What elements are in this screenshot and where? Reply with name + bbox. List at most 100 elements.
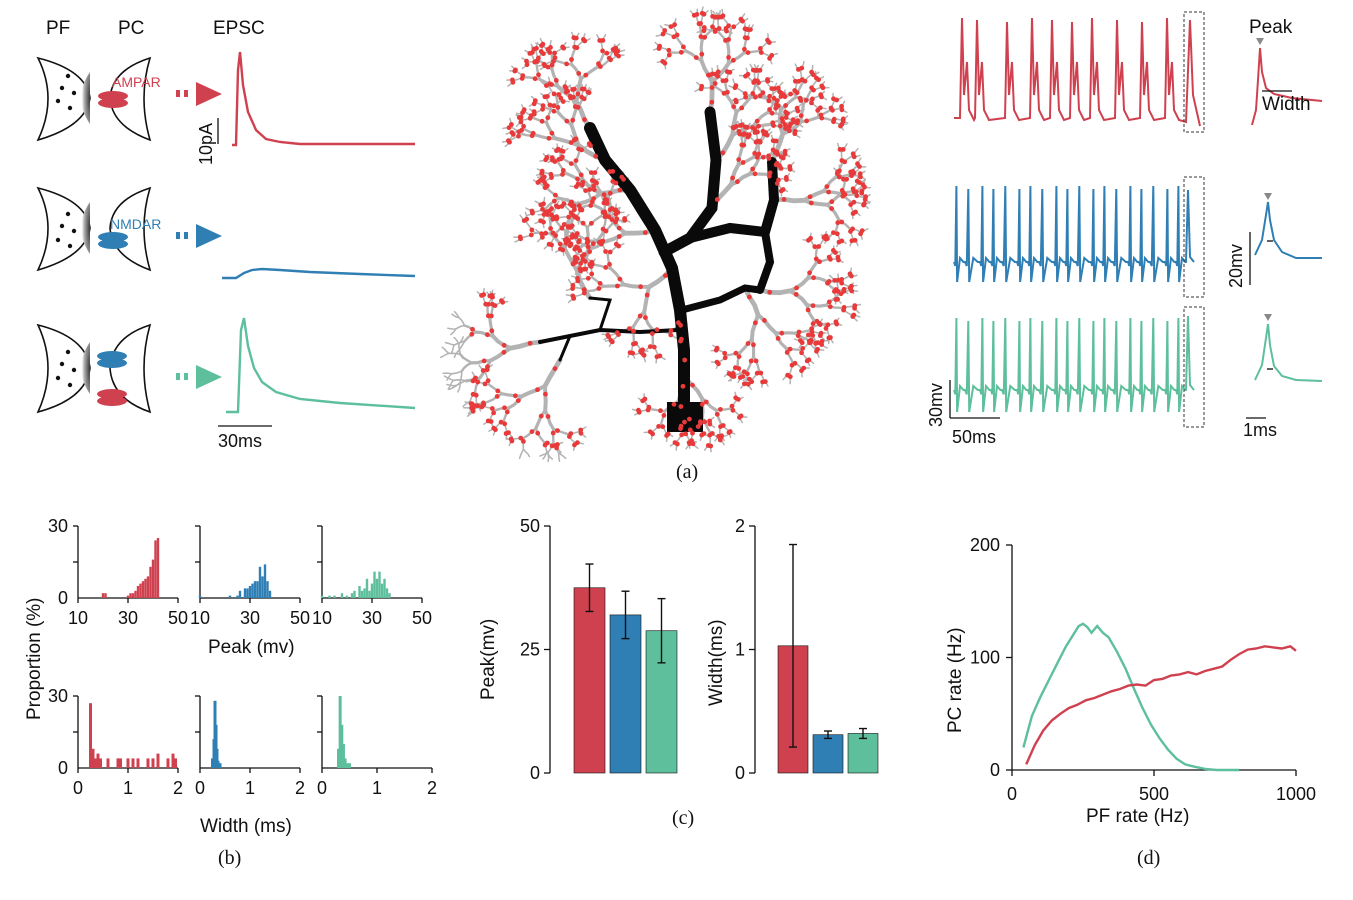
histogram-bar: [340, 724, 344, 768]
synapse-marker: [484, 367, 490, 373]
synapse-marker: [585, 275, 591, 281]
synapse-marker: [820, 85, 826, 91]
synapse-marker: [791, 119, 797, 125]
dendrite-branch: [450, 328, 457, 336]
synapse-marker: [807, 270, 812, 276]
y-tick-label: 0: [735, 763, 745, 783]
synapse-marker: [858, 174, 863, 180]
synapse-marker: [793, 292, 799, 297]
synapse-marker: [782, 151, 788, 157]
synapse-marker: [600, 238, 606, 244]
synapse-marker: [553, 192, 558, 198]
histogram-bar: [365, 578, 369, 598]
synapse-marker: [750, 166, 756, 172]
synapse-marker: [736, 354, 742, 359]
synapse-marker: [806, 332, 811, 338]
histogram-bar: [243, 588, 247, 598]
synapse-marker: [513, 67, 518, 73]
synapse-marker: [690, 382, 695, 388]
dendrite-branch: [736, 147, 744, 167]
synapse-marker: [773, 138, 779, 144]
time-scale-label: 30ms: [218, 431, 262, 451]
synapse-marker: [660, 59, 666, 64]
synapse-marker: [581, 252, 587, 257]
synapse-ampar: AMPAR 10pA: [36, 51, 415, 165]
synapse-marker: [660, 424, 666, 430]
synapse-marker: [658, 408, 663, 414]
synapse-marker: [561, 45, 567, 51]
synapse-marker: [501, 342, 507, 348]
histogram-bar: [151, 758, 155, 768]
synapse-marker: [481, 400, 486, 406]
dendrite-branch: [557, 196, 580, 206]
synapse-marker: [683, 431, 689, 437]
synapse-marker: [604, 197, 610, 203]
synapse-marker: [529, 208, 535, 214]
synapse-marker: [811, 87, 816, 93]
histogram-bar: [341, 744, 345, 768]
synapse-marker: [657, 43, 662, 49]
synapse-marker: [540, 41, 546, 47]
histogram-bar: [154, 540, 157, 598]
panel-a-right: Peak Width 20mv 1ms 30mv 50ms: [926, 11, 1323, 447]
synapse-marker: [489, 293, 495, 298]
dendrite-branch: [738, 337, 754, 354]
synapse-marker: [571, 203, 577, 209]
synapse-marker: [754, 118, 760, 124]
synapse-marker: [783, 126, 788, 131]
dendrite-branch: [459, 353, 474, 365]
synapse-marker: [772, 150, 778, 155]
synapse-marker: [824, 184, 830, 190]
y-tick-label: 200: [970, 535, 1000, 555]
synapse-marker: [715, 69, 721, 75]
synapse-marker: [831, 119, 836, 125]
d-xlabel: PF rate (Hz): [1086, 806, 1189, 827]
dendrite-branch: [574, 76, 583, 104]
synapse-marker: [550, 430, 556, 436]
histogram-bar: [99, 758, 102, 768]
synapse-marker: [816, 244, 822, 249]
dendrite-branch: [757, 287, 792, 296]
panel-d: PC rate (Hz) PF rate (Hz) (d) 0 100 200 0 50…: [945, 535, 1316, 869]
synapse-marker: [724, 28, 729, 34]
synapse-marker: [836, 239, 842, 245]
synapse-marker: [835, 277, 841, 283]
synapse-marker: [616, 53, 621, 59]
dendrite-branch: [793, 329, 810, 335]
synapse-marker: [589, 220, 594, 226]
synapse-marker: [839, 219, 845, 225]
synapse-both: 30ms: [36, 317, 416, 451]
nmdar-receptor-icon: [97, 351, 127, 361]
synapse-marker: [710, 24, 715, 30]
synapse-marker: [723, 78, 729, 83]
dendrite-branch: [749, 312, 760, 341]
synapse-marker: [587, 249, 592, 255]
y-tick-label: 0: [58, 588, 68, 608]
synapse-marker: [757, 138, 763, 144]
synapse-marker: [680, 383, 686, 389]
dendrite-branch: [594, 53, 605, 70]
synapse-marker: [741, 131, 747, 137]
y-tick-label: 0: [990, 760, 1000, 780]
dendrite-branch: [726, 51, 745, 66]
dendrite-branch: [457, 381, 461, 393]
b-xlabel-width: Width (ms): [200, 816, 292, 837]
synapse-marker: [745, 35, 750, 41]
synapse-marker: [643, 315, 648, 320]
peak-label: Peak: [1249, 17, 1293, 38]
synapse-marker: [782, 94, 788, 100]
dendrite-branch: [508, 339, 543, 351]
synapse-marker: [578, 172, 584, 178]
synapse-marker: [470, 405, 476, 411]
dendrite-branch: [458, 340, 466, 352]
synapse-marker: [607, 249, 613, 255]
y-tick-label: 30: [48, 686, 68, 706]
synapse-marker: [552, 198, 557, 204]
synapse-marker: [631, 328, 636, 334]
synapse-marker: [722, 355, 728, 361]
synapse-marker: [750, 91, 756, 96]
dendrite-branch: [557, 451, 567, 460]
synapse-marker: [752, 171, 758, 177]
histogram-bar: [216, 760, 220, 768]
caption-c: (c): [672, 807, 694, 829]
